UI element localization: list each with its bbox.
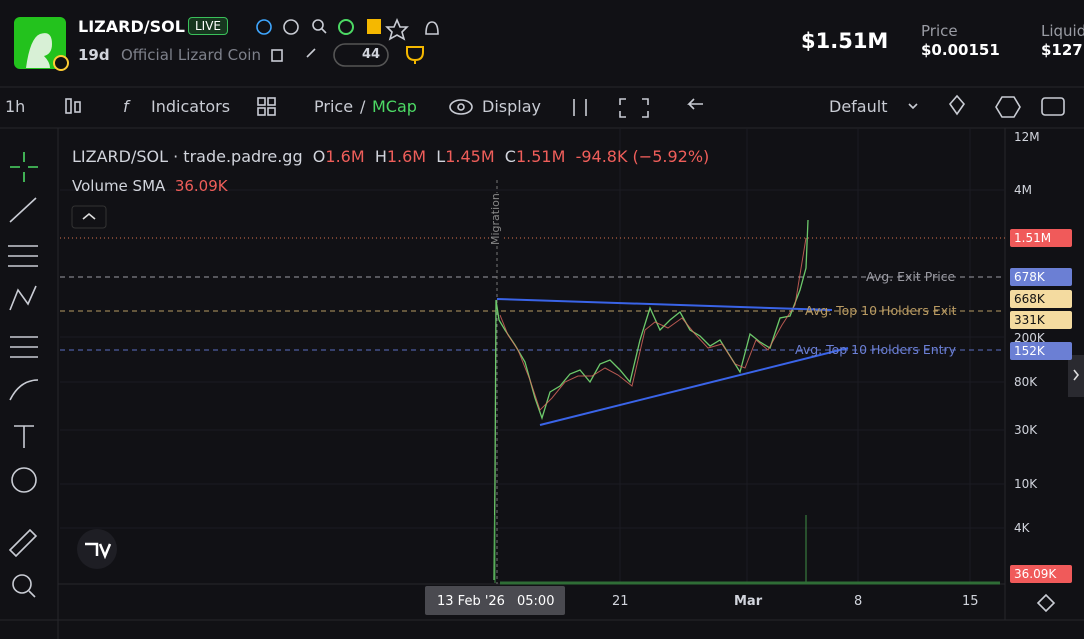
price-tick: 12M — [1014, 130, 1040, 144]
mcap-toggle[interactable]: MCap — [372, 97, 417, 116]
legend-row: LIZARD/SOL · trade.padre.gg O1.6M H1.6M … — [72, 147, 709, 166]
time-tick: Mar — [734, 594, 763, 609]
side-panel-toggle[interactable] — [1068, 355, 1084, 397]
ohlc-label: L — [436, 147, 446, 166]
token-age: 19d — [78, 46, 110, 64]
volume-label: Volume SMA — [72, 177, 166, 195]
time-tick: 13 Feb '26 — [437, 594, 505, 609]
liquidity: $127 — [1041, 41, 1083, 59]
price-tick: 200K — [1014, 331, 1045, 345]
grid — [60, 128, 1005, 584]
settings-icon[interactable] — [1036, 593, 1056, 613]
ohlc-label: H — [374, 147, 387, 166]
migration-marker: Migration — [489, 193, 502, 245]
token-name: Official Lizard Coin — [121, 46, 261, 64]
holders-icon[interactable] — [256, 19, 272, 35]
volume-row: Volume SMA 36.09K — [72, 177, 228, 195]
line-label: Avg. Top 10 Holders Entry — [795, 342, 957, 357]
change: -94.8K (−5.92%) — [575, 147, 710, 166]
price-tag: 678K — [1010, 268, 1072, 286]
fx-icon: f — [123, 97, 129, 116]
trophy-icon[interactable] — [406, 46, 424, 64]
price-tag: 36.09K — [1010, 565, 1072, 583]
ohlc-value: 1.6M — [325, 147, 365, 166]
watchers: 44 — [362, 47, 381, 62]
price-tick: 4M — [1014, 183, 1032, 197]
live-badge: LIVE — [188, 17, 229, 35]
price: $0.00151 — [921, 41, 1000, 59]
ohlc-value: 1.45M — [445, 147, 495, 166]
ohlc-label: O — [312, 147, 326, 166]
price-tag: 668K — [1010, 290, 1072, 308]
line-label: Avg. Top 10 Holders Exit — [805, 303, 957, 318]
volume-bars — [494, 515, 1000, 585]
price-tag: 1.51M — [1010, 229, 1072, 247]
sidebar-tools[interactable] — [8, 152, 39, 598]
collapse-button[interactable] — [71, 205, 107, 229]
ohlc-value: 1.51M — [515, 147, 566, 166]
line-label: Avg. Exit Price — [866, 269, 956, 284]
crosshair-time — [425, 586, 565, 615]
time-tick: 21 — [612, 594, 629, 609]
pair: LIZARD/SOL · trade.padre.gg — [72, 147, 303, 166]
ohlc-value: 1.6M — [386, 147, 427, 166]
price-tag: 152K — [1010, 342, 1072, 360]
header-icons[interactable] — [271, 17, 439, 67]
volume-value: 36.09K — [174, 177, 228, 195]
price-tick: 10K — [1014, 477, 1038, 491]
price-tick: 80K — [1014, 375, 1038, 389]
price-tick: 30K — [1014, 423, 1038, 437]
avatar-badge — [53, 55, 69, 71]
token-symbol: LIZARD/SOL — [78, 17, 185, 36]
collapse-icon — [82, 212, 96, 220]
tv-logo-mark — [85, 542, 112, 560]
price-toggle[interactable]: Price — [314, 97, 354, 116]
time-tick: 05:00 — [517, 594, 555, 609]
ohlc-label: C — [504, 147, 516, 166]
time-tick: 15 — [962, 594, 979, 609]
display-button[interactable]: Display — [482, 97, 541, 116]
chart-icon[interactable] — [338, 19, 354, 35]
price-candles — [493, 219, 809, 581]
price-candles — [499, 237, 807, 411]
toggle-icon — [1073, 369, 1080, 381]
indicators-button[interactable]: Indicators — [151, 97, 231, 116]
toolbar-icons[interactable] — [65, 94, 1065, 118]
price-label: Price — [921, 22, 958, 40]
price-tag: 331K — [1010, 311, 1072, 329]
market-cap: $1.51M — [801, 29, 889, 53]
toggle-separator: / — [360, 97, 366, 116]
time-tick: 8 — [854, 594, 863, 609]
price-tick: 4K — [1014, 521, 1030, 535]
layout-select[interactable]: Default — [829, 97, 888, 116]
interval-button[interactable]: 1h — [5, 97, 26, 116]
avatar-art — [26, 33, 52, 68]
badge-icon[interactable] — [367, 19, 381, 34]
trendline — [539, 347, 849, 426]
liquidity-label: Liquidi — [1041, 22, 1084, 40]
trendline — [496, 298, 833, 311]
